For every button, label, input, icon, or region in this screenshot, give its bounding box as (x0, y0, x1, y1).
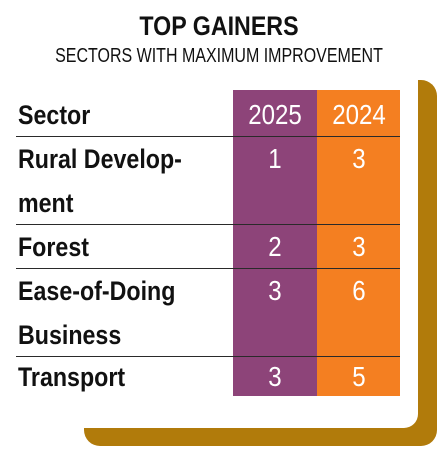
rank-2024: 3 (352, 143, 366, 174)
rank-2024: 3 (352, 231, 366, 262)
table-header-row: Sector 2025 2024 (16, 93, 400, 137)
sector-name-line2: Business (18, 320, 122, 350)
infographic-title: TOP GAINERS (139, 11, 299, 41)
sector-name-line1: Ease-of-Doing (18, 276, 176, 306)
rank-2025: 1 (268, 143, 282, 174)
column-2025-background (233, 90, 317, 396)
sector-name-line1: Rural Develop- (18, 144, 182, 174)
table-row: Forest 2 3 (16, 225, 400, 269)
header-2024: 2024 (332, 99, 386, 130)
header-sector: Sector (18, 100, 91, 130)
sector-name-line2: ment (18, 188, 74, 218)
sector-name-line1: Forest (18, 232, 89, 262)
rank-2025: 2 (268, 231, 282, 262)
infographic-subtitle: SECTORS WITH MAXIMUM IMPROVEMENT (55, 45, 383, 67)
rank-2025: 3 (268, 361, 282, 392)
rank-2024: 6 (352, 275, 366, 306)
sector-name: Transport (18, 357, 200, 397)
sector-name: Forest (18, 225, 200, 269)
sector-name: Ease-of-Doing Business (18, 269, 200, 357)
rank-2025: 3 (268, 275, 282, 306)
table-row: Transport 3 5 (16, 357, 400, 397)
sector-name: Rural Develop- ment (18, 137, 200, 225)
column-2024-background (317, 90, 400, 396)
table-row: Ease-of-Doing Business 3 6 (16, 269, 400, 357)
sector-name-line1: Transport (18, 362, 126, 392)
header-2025: 2025 (248, 99, 302, 130)
rank-2024: 5 (352, 361, 366, 392)
table-row: Rural Develop- ment 1 3 (16, 137, 400, 225)
